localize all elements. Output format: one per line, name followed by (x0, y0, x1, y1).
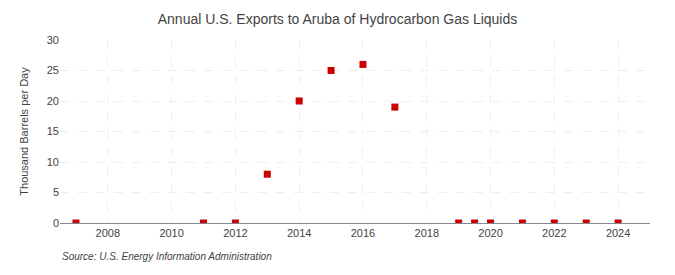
svg-text:2008: 2008 (96, 227, 120, 239)
svg-text:10: 10 (47, 156, 59, 168)
svg-text:Source: U.S. Energy Informatio: Source: U.S. Energy Information Administ… (62, 251, 272, 262)
svg-text:0: 0 (53, 217, 59, 229)
svg-text:30: 30 (47, 34, 59, 46)
svg-text:2022: 2022 (542, 227, 566, 239)
svg-text:Thousand Barrels per Day: Thousand Barrels per Day (18, 67, 30, 196)
svg-text:2020: 2020 (478, 227, 502, 239)
svg-text:Annual U.S. Exports to Aruba o: Annual U.S. Exports to Aruba of Hydrocar… (158, 11, 518, 27)
svg-text:2024: 2024 (606, 227, 630, 239)
svg-text:2018: 2018 (415, 227, 439, 239)
svg-text:20: 20 (47, 95, 59, 107)
svg-text:2010: 2010 (159, 227, 183, 239)
svg-text:2014: 2014 (287, 227, 311, 239)
svg-text:2012: 2012 (223, 227, 247, 239)
svg-text:5: 5 (53, 186, 59, 198)
svg-text:2016: 2016 (351, 227, 375, 239)
svg-text:15: 15 (47, 125, 59, 137)
svg-text:25: 25 (47, 64, 59, 76)
